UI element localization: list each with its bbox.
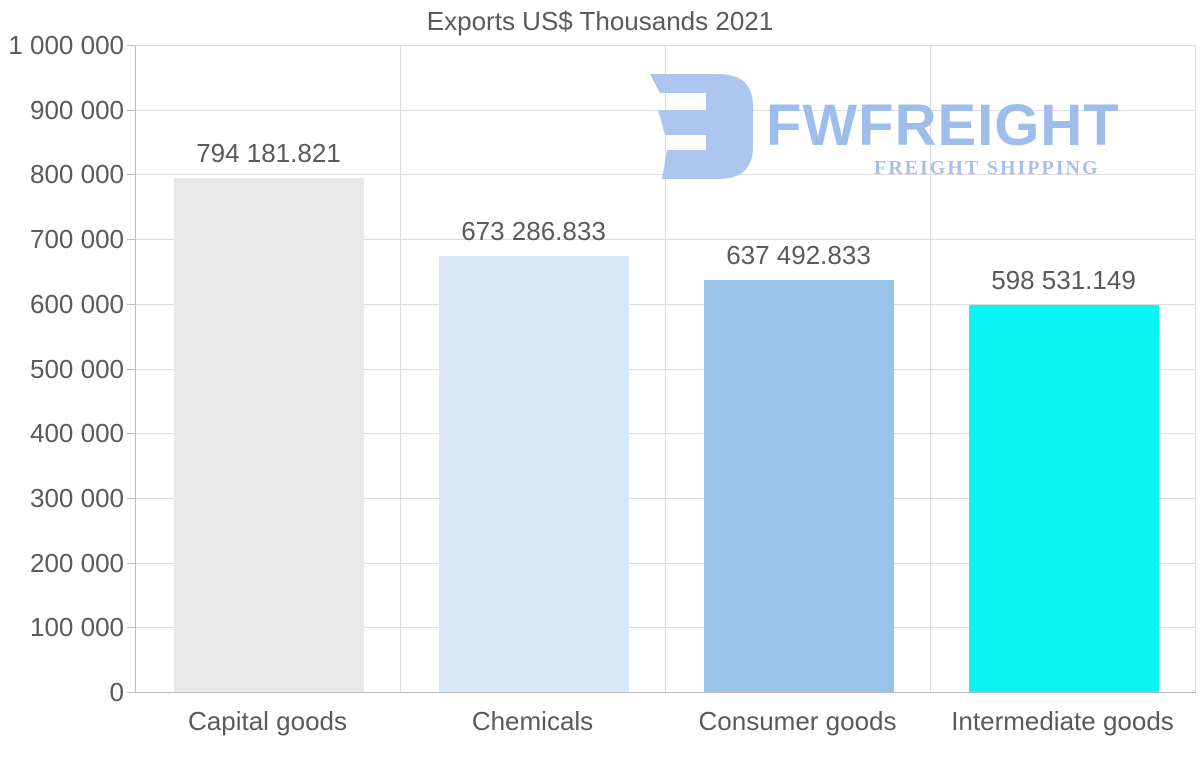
y-axis-tick-label: 200 000	[30, 547, 124, 578]
x-axis-category-label: Chemicals	[471, 706, 594, 736]
x-axis-category-label: Capital goods	[188, 706, 347, 736]
vertical-gridline	[1195, 45, 1196, 692]
horizontal-gridline	[136, 497, 1196, 499]
horizontal-gridline	[136, 627, 1196, 629]
bar	[173, 178, 364, 692]
y-axis-tick-mark	[127, 497, 135, 499]
y-axis-tick-label: 700 000	[30, 224, 124, 255]
vertical-gridline	[665, 45, 666, 692]
y-axis-tick-label: 0	[109, 677, 124, 707]
y-axis-tick-mark	[127, 303, 135, 305]
watermark-tagline-text: FREIGHT SHIPPING	[874, 157, 1100, 179]
horizontal-gridline	[136, 368, 1196, 370]
y-axis-tick-label: 500 000	[30, 353, 124, 384]
x-axis-category-label: Consumer goods	[698, 706, 897, 736]
watermark-logo: FWFREIGHT FREIGHT SHIPPING	[648, 67, 1153, 187]
bar-value-label: 673 286.833	[461, 216, 606, 247]
y-axis-tick-mark	[127, 433, 135, 435]
bar	[438, 256, 629, 692]
bar	[703, 279, 894, 692]
x-axis-category-label: Intermediate goods	[951, 706, 1174, 736]
bar	[968, 304, 1159, 692]
watermark-brand-text: FWFREIGHT	[766, 93, 1120, 158]
horizontal-gridline	[136, 562, 1196, 564]
y-axis-tick-label: 900 000	[30, 94, 124, 125]
y-axis-tick-mark	[127, 239, 135, 241]
horizontal-gridline	[136, 239, 1196, 241]
y-axis-tick-mark	[127, 45, 135, 46]
bar-value-label: 794 181.821	[196, 138, 341, 169]
chart-title: Exports US$ Thousands 2021	[426, 6, 774, 36]
y-axis-tick-mark	[127, 109, 135, 111]
y-axis-tick-mark	[127, 174, 135, 176]
horizontal-gridline	[136, 433, 1196, 435]
horizontal-gridline	[136, 303, 1196, 305]
y-axis-tick-label: 800 000	[30, 159, 124, 190]
y-axis-tick-label: 1 000 000	[8, 30, 124, 60]
y-axis-tick-mark	[127, 368, 135, 370]
y-axis-tick-label: 300 000	[30, 482, 124, 513]
y-axis-tick-label: 400 000	[30, 418, 124, 449]
horizontal-gridline	[136, 45, 1196, 46]
vertical-gridline	[930, 45, 931, 692]
vertical-gridline	[400, 45, 401, 692]
y-axis-tick-mark	[127, 627, 135, 629]
y-axis-tick-label: 600 000	[30, 288, 124, 319]
bar-value-label: 637 492.833	[726, 239, 871, 270]
fwfreight-logo-icon	[650, 74, 753, 179]
y-axis-tick-label: 100 000	[30, 612, 124, 643]
y-axis-tick-mark	[127, 562, 135, 564]
y-axis-tick-mark	[127, 692, 135, 693]
bar-value-label: 598 531.149	[991, 264, 1136, 295]
